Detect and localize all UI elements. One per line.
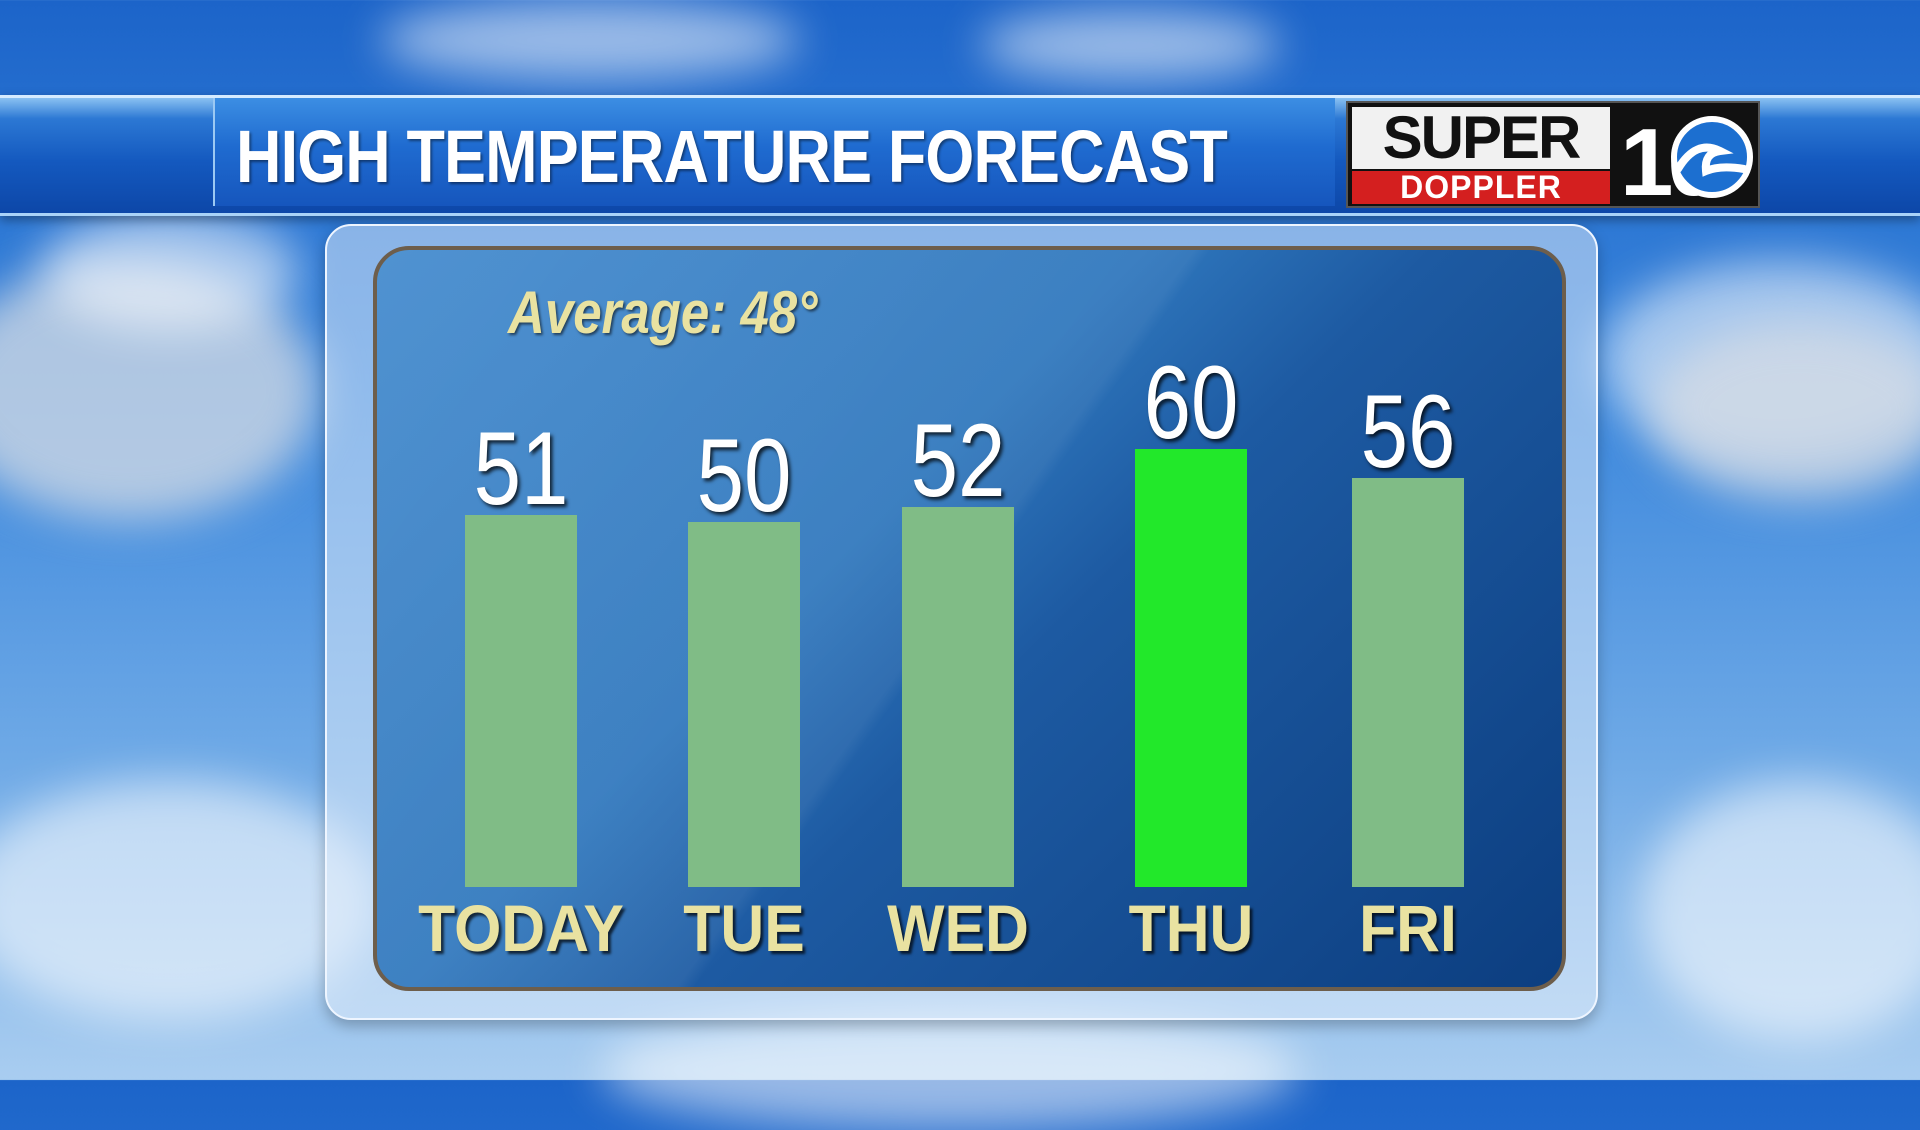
day-label-wed: WED — [887, 891, 1029, 965]
page-title: HIGH TEMPERATURE FORECAST — [236, 115, 1228, 198]
value-label-tue: 50 — [696, 418, 792, 534]
station-logo: SUPER DOPPLER 10 — [1346, 101, 1760, 208]
day-label-fri: FRI — [1359, 891, 1457, 965]
bar-thu — [1135, 449, 1247, 887]
title-panel — [213, 98, 1335, 206]
bar-fri — [1352, 478, 1464, 887]
day-label-thu: THU — [1128, 891, 1254, 965]
channel-10-wave-icon: 10 — [1620, 109, 1753, 205]
value-label-thu: 60 — [1143, 345, 1239, 461]
value-label-fri: 56 — [1360, 374, 1456, 491]
day-label-today: TODAY — [418, 891, 624, 965]
logo-super-text: SUPER — [1352, 107, 1610, 169]
cloud — [600, 1010, 1300, 1130]
cloud — [0, 780, 380, 1020]
cloud — [40, 210, 300, 330]
bar-today — [465, 514, 577, 887]
value-label-wed: 52 — [910, 403, 1006, 520]
day-label-tue: TUE — [683, 891, 805, 965]
cloud — [1650, 320, 1920, 500]
bar-tue — [688, 522, 800, 887]
logo-doppler-text: DOPPLER — [1352, 171, 1610, 204]
cloud — [380, 0, 800, 80]
average-annotation: Average: 48° — [508, 279, 818, 346]
bar-wed — [902, 507, 1014, 887]
cloud — [980, 10, 1280, 80]
cloud — [1640, 780, 1920, 1040]
value-label-today: 51 — [473, 410, 569, 527]
